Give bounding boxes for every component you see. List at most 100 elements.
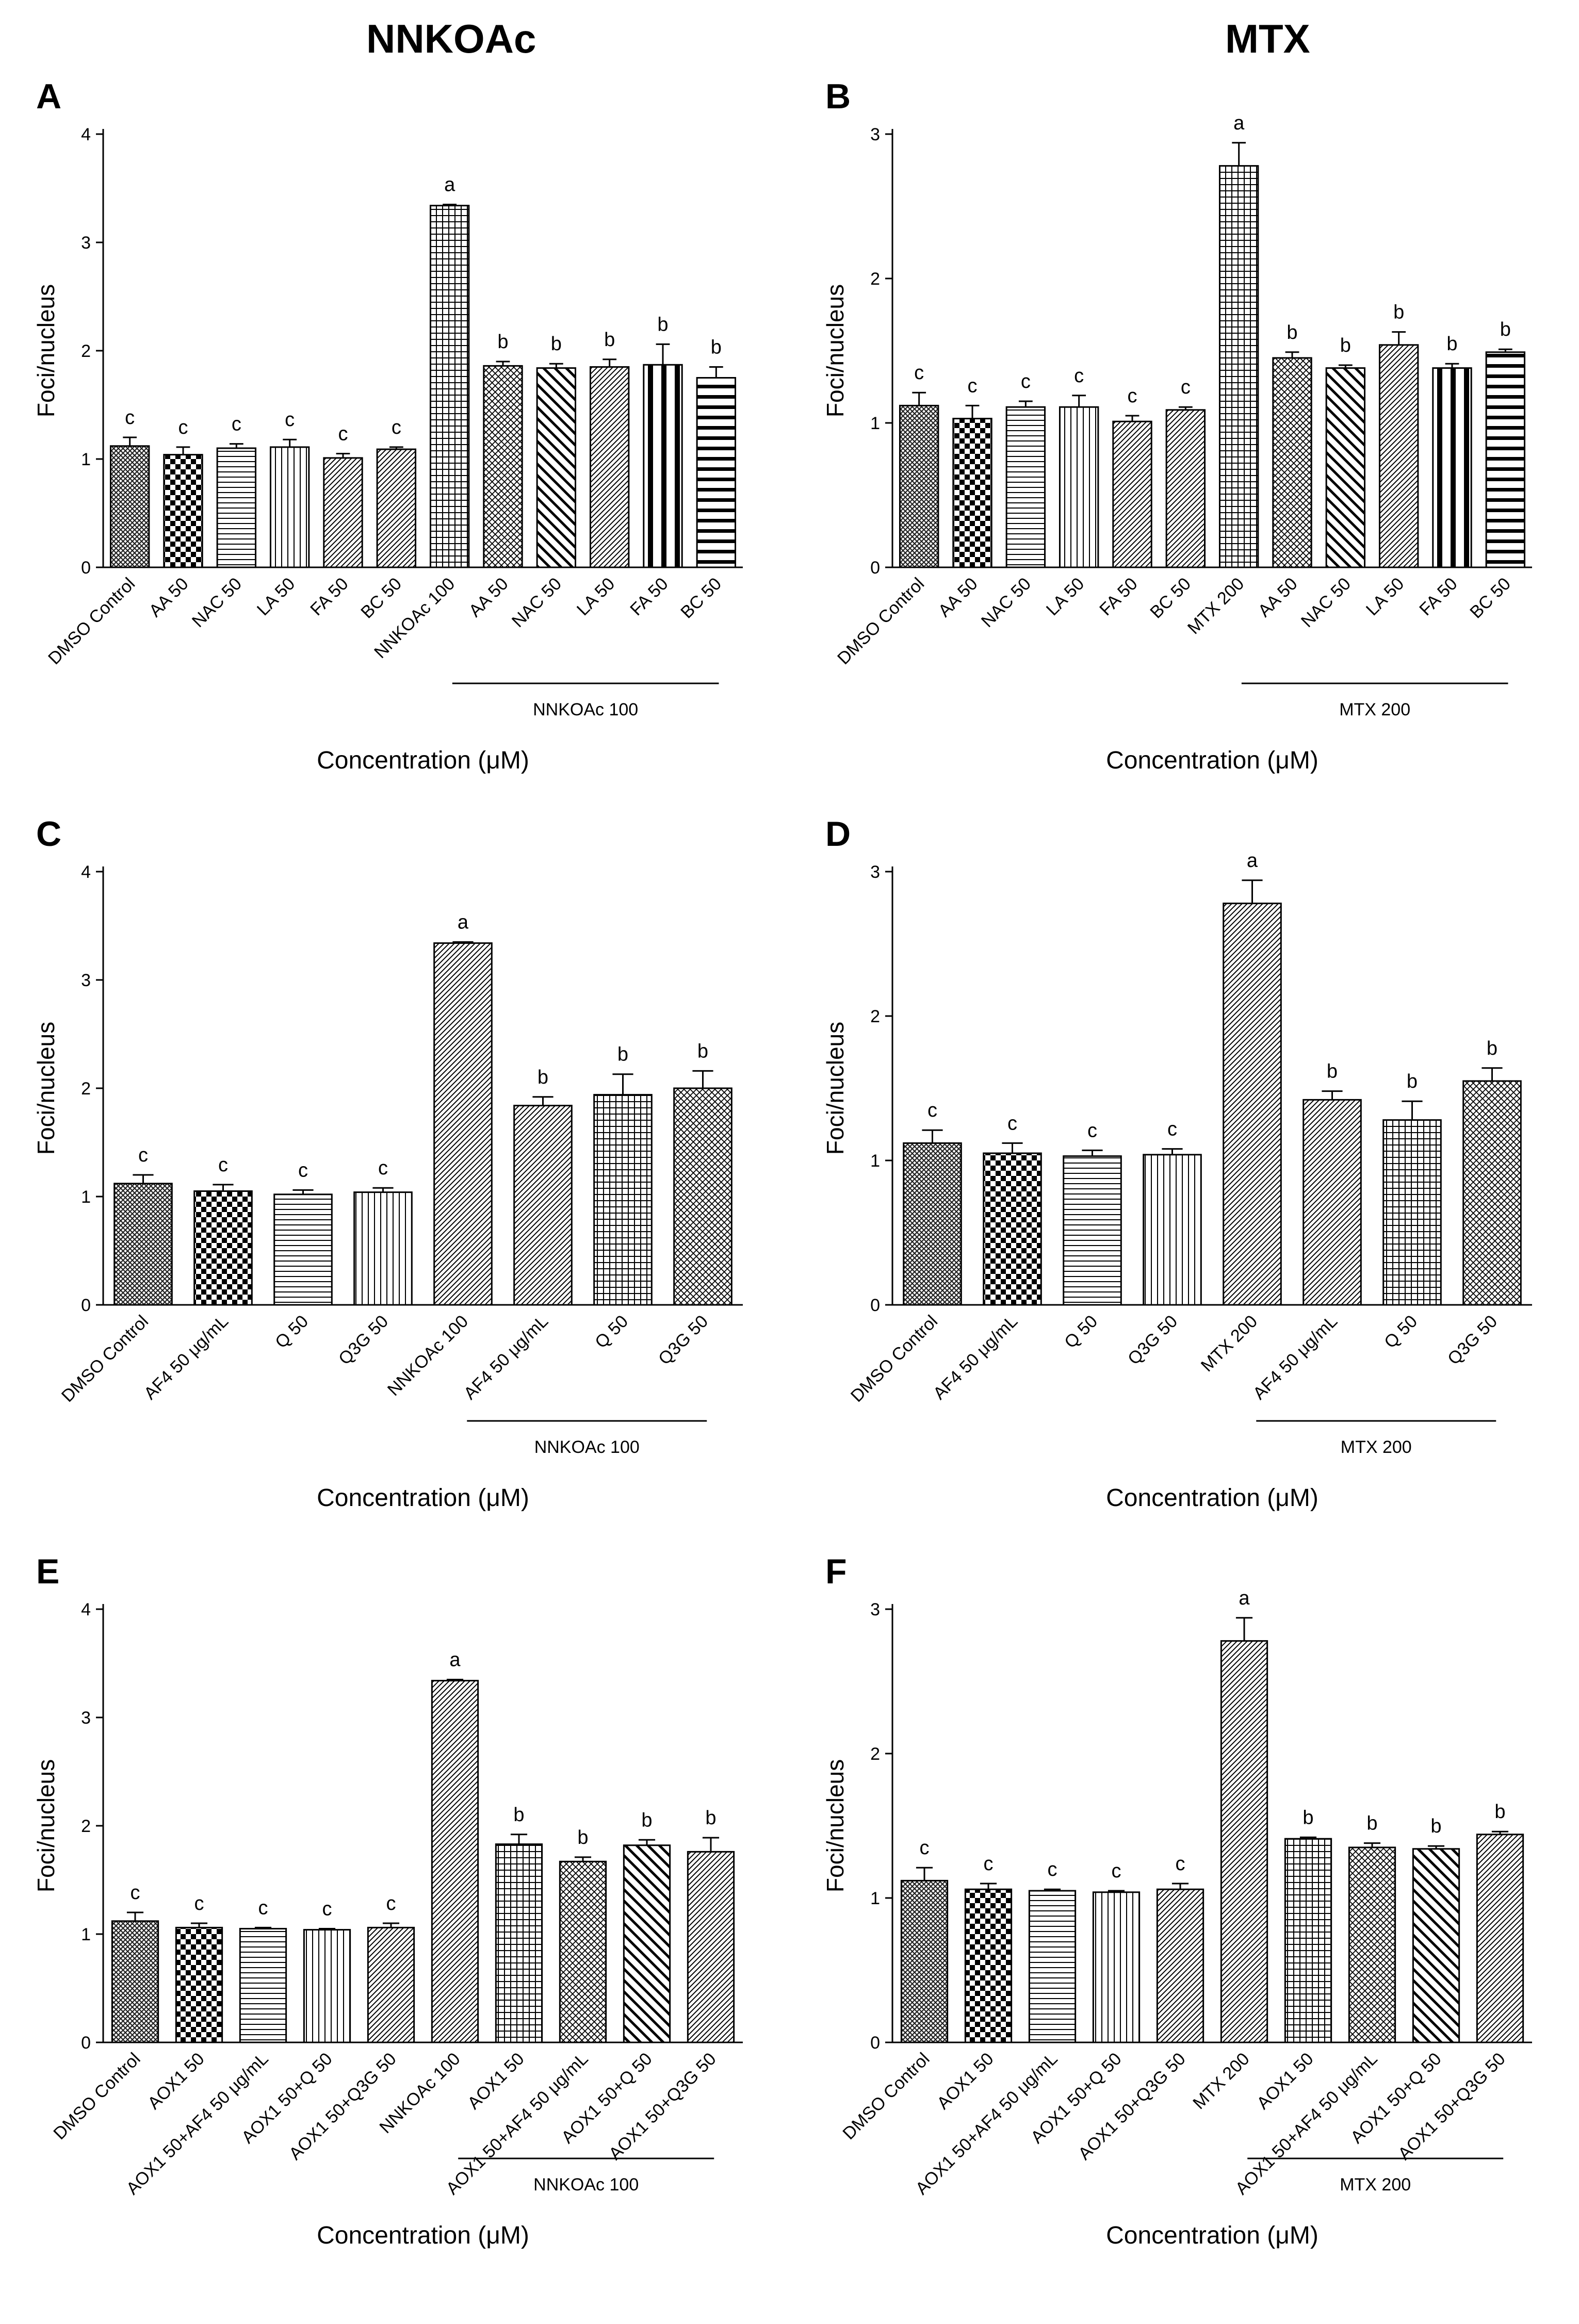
group-label: NNKOAc 100 <box>533 2175 639 2195</box>
significance-label: a <box>1233 112 1245 134</box>
x-tick-label: AF4 50 μg/mL <box>1249 1312 1341 1403</box>
bar-dmso-control <box>113 1183 173 1306</box>
x-tick-label: AOX1 50+Q3G 50 <box>285 2049 400 2164</box>
significance-label: c <box>232 414 241 435</box>
group-label: MTX 200 <box>1339 700 1410 719</box>
group-label: NNKOAc 100 <box>534 1437 640 1457</box>
x-axis-label: Concentration (μM) <box>1106 1484 1318 1512</box>
bar-aox1-50 <box>175 1926 223 2043</box>
x-axis-label: Concentration (μM) <box>317 1484 529 1512</box>
significance-label: b <box>1287 322 1297 343</box>
y-tick-label: 2 <box>870 1007 880 1026</box>
x-tick-label: MTX 200 <box>1197 1312 1261 1376</box>
significance-label: b <box>641 1809 652 1831</box>
significance-label: b <box>1340 335 1351 356</box>
significance-label: c <box>1181 377 1191 398</box>
y-tick-label: 3 <box>81 1708 91 1728</box>
significance-label: c <box>138 1144 148 1166</box>
panel-a: A 0 1 2 3 4 Foci/nucleus c DMSO Control c AA 50 c NA… <box>0 52 789 789</box>
bar-aox1-50-q3g-50 <box>1156 1888 1204 2043</box>
bar-fa-50 <box>323 457 363 568</box>
bar-q3g-50 <box>1462 1080 1522 1306</box>
bar-nnkoac-100 <box>431 1680 479 2043</box>
significance-label: b <box>1494 1801 1505 1823</box>
x-tick-label: Q 50 <box>591 1312 632 1352</box>
chart-e: E 0 1 2 3 4 Foci/nucleus c DMSO Control c AOX1 50 c… <box>32 1552 743 2249</box>
y-tick-label: 1 <box>870 1151 880 1171</box>
bar-aox1-50-q-50 <box>1092 1891 1141 2043</box>
bar-af4-50-g-ml <box>193 1190 253 1306</box>
x-tick-label: DMSO Control <box>50 2049 144 2143</box>
bar-aox1-50-q-50 <box>1412 1848 1460 2043</box>
y-tick-label: 1 <box>870 414 880 433</box>
y-axis-label: Foci/nucleus <box>32 1022 59 1155</box>
y-tick-label: 3 <box>870 1600 880 1619</box>
significance-label: b <box>705 1807 716 1829</box>
panel-d: D 0 1 2 3 Foci/nucleus c DMSO Control c AF4 50 μg… <box>789 789 1578 1527</box>
significance-label: b <box>1303 1807 1313 1828</box>
panel-letter-c: C <box>36 814 61 854</box>
significance-label: b <box>711 337 722 358</box>
chart-f: F 0 1 2 3 Foci/nucleus c DMSO Control c AOX1 50 c A… <box>822 1552 1532 2249</box>
x-tick-label: AOX1 50 <box>464 2049 528 2113</box>
x-tick-label: AOX1 50 <box>933 2049 997 2113</box>
x-tick-label: Q 50 <box>1061 1312 1101 1352</box>
significance-label: c <box>338 423 348 445</box>
x-tick-label: DMSO Control <box>839 2049 933 2143</box>
bar-dmso-control <box>899 404 939 568</box>
y-tick-label: 1 <box>81 450 91 469</box>
bar-fa-50 <box>1112 420 1152 568</box>
bar-la-50 <box>269 446 310 568</box>
bar-aa-50 <box>952 418 992 568</box>
bar-bc-50 <box>1485 351 1526 568</box>
bar-aox1-50-q-50 <box>303 1929 351 2043</box>
group-label: MTX 200 <box>1341 1437 1412 1457</box>
y-tick-label: 1 <box>81 1187 91 1207</box>
column-title-mtx: MTX <box>1225 16 1310 61</box>
significance-label: c <box>285 409 295 431</box>
bar-la-50 <box>1059 406 1099 568</box>
significance-label: b <box>1366 1813 1377 1835</box>
significance-label: b <box>497 331 508 353</box>
bar-q3g-50 <box>1143 1154 1202 1306</box>
y-tick-label: 1 <box>870 1889 880 1908</box>
y-tick-label: 0 <box>870 2033 880 2053</box>
bar-mtx-200 <box>1218 165 1259 568</box>
x-axis-label: Concentration (μM) <box>1106 747 1318 774</box>
y-tick-label: 3 <box>870 862 880 882</box>
significance-label: c <box>194 1893 204 1914</box>
significance-label: c <box>927 1100 937 1121</box>
y-tick-label: 1 <box>81 1925 91 1944</box>
significance-label: b <box>1430 1815 1441 1837</box>
x-tick-label: Q3G 50 <box>1124 1312 1181 1369</box>
bar-dmso-control <box>903 1142 962 1306</box>
x-tick-label: BC 50 <box>677 574 725 623</box>
significance-label: c <box>968 375 978 397</box>
bar-af4-50-g-ml <box>983 1152 1042 1306</box>
bar-mtx-200 <box>1220 1640 1268 2043</box>
x-tick-label: DMSO Control <box>58 1312 152 1406</box>
significance-label: b <box>604 329 615 351</box>
x-tick-label: NAC 50 <box>978 574 1035 631</box>
x-tick-label: AOX1 50 <box>1253 2049 1317 2113</box>
chart-c: C 0 1 2 3 4 Foci/nucleus c DMSO Control c AF4 50 μ… <box>32 814 743 1512</box>
x-tick-label: Q 50 <box>271 1312 312 1352</box>
significance-label: a <box>449 1649 461 1671</box>
x-tick-label: Q3G 50 <box>655 1312 712 1369</box>
y-axis-label: Foci/nucleus <box>32 284 59 417</box>
y-tick-label: 0 <box>870 1296 880 1315</box>
y-tick-label: 2 <box>870 269 880 289</box>
x-tick-label: DMSO Control <box>834 574 928 668</box>
x-tick-label: DMSO Control <box>44 574 139 668</box>
bar-aox1-50-q-50 <box>623 1844 671 2043</box>
y-tick-label: 3 <box>870 125 880 144</box>
x-tick-label: LA 50 <box>1362 574 1408 619</box>
x-axis-label: Concentration (μM) <box>1106 2222 1318 2249</box>
x-tick-label: BC 50 <box>1146 574 1195 623</box>
bar-fa-50 <box>1432 367 1472 568</box>
chart-a: A 0 1 2 3 4 Foci/nucleus c DMSO Control c AA 50 c NA… <box>32 77 743 774</box>
bar-aox1-50 <box>964 1888 1013 2043</box>
x-tick-label: BC 50 <box>1466 574 1515 623</box>
bar-bc-50 <box>376 448 417 568</box>
significance-label: b <box>657 314 668 335</box>
